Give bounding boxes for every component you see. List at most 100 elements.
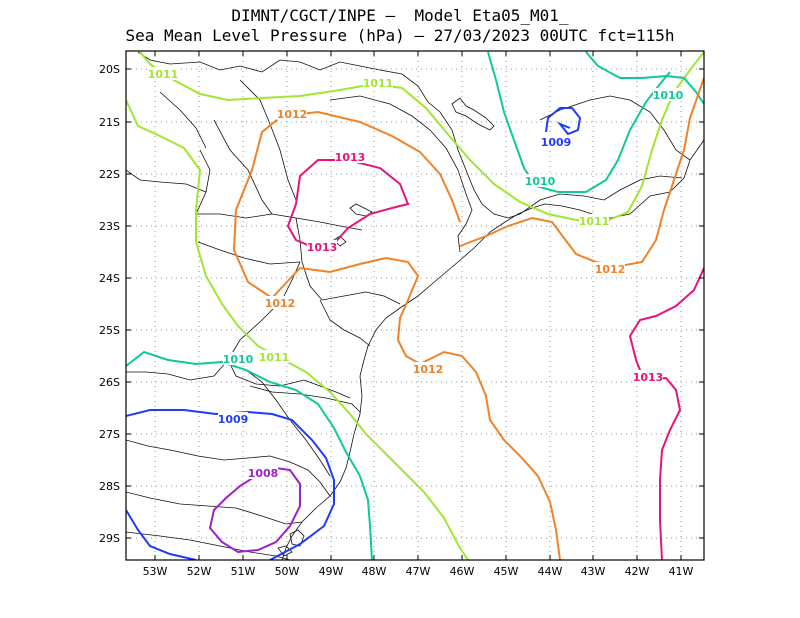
map-title-line-1: DIMNT/CGCT/INPE — Model Eta05_M01_: [231, 6, 569, 25]
contour-label-1010: 1010: [653, 89, 684, 102]
lon-tick-label: 47W: [406, 565, 431, 578]
isobar-1013: [628, 267, 704, 560]
contour-label-bg: [413, 362, 443, 375]
lon-tick-label: 44W: [538, 565, 563, 578]
latitude-labels: 20S 21S 22S 23S 24S 25S 26S 27S 28S 29S: [99, 63, 120, 545]
country-border: [245, 369, 331, 477]
country-border: [227, 359, 351, 399]
lon-tick-label: 41W: [669, 565, 694, 578]
longitude-labels: 53W 52W 51W 50W 49W 48W 47W 46W 45W 44W 43W 42W 41W: [143, 565, 694, 578]
contour-label-bg: [223, 352, 253, 365]
state-border: [239, 79, 297, 201]
contour-label-1008: 1008: [248, 467, 279, 480]
isobar-1012: [299, 256, 561, 560]
contour-label-bg: [218, 412, 248, 425]
state-border: [519, 175, 683, 215]
contour-label-bg: [259, 350, 289, 363]
lon-tick-label: 42W: [625, 565, 650, 578]
lat-tick-label: 20S: [99, 63, 120, 76]
contour-label-1011: 1011: [148, 68, 179, 81]
lake: [451, 97, 495, 131]
contour-labels: 1011 1011 1010 1012 1013 1009 1010 1011 1013 1012…: [148, 67, 684, 480]
country-border: [126, 491, 303, 525]
lon-tick-label: 53W: [143, 565, 168, 578]
contour-label-1011: 1011: [579, 215, 610, 228]
lat-tick-label: 24S: [99, 272, 120, 285]
isobar-1011: [139, 51, 704, 224]
lon-tick-label: 43W: [581, 565, 606, 578]
state-border: [319, 299, 371, 347]
contour-label-1010: 1010: [525, 175, 556, 188]
lat-tick-label: 26S: [99, 376, 120, 389]
isobar-1012: [232, 110, 461, 300]
contour-label-1009: 1009: [218, 413, 249, 426]
isobar-1010: [585, 51, 704, 105]
lat-tick-label: 21S: [99, 116, 120, 129]
contour-label-bg: [633, 370, 663, 383]
lake: [349, 203, 373, 217]
contour-label-1013: 1013: [633, 371, 664, 384]
contour-label-bg: [579, 214, 609, 227]
contour-label-1012: 1012: [413, 363, 444, 376]
isobar-1009: [545, 107, 582, 136]
contour-label-bg: [595, 262, 625, 275]
contour-label-bg: [277, 107, 307, 120]
state-border: [213, 119, 273, 215]
state-border: [539, 95, 691, 161]
lake: [333, 235, 347, 247]
map-title-line-2: Sea Mean Level Pressure (hPa) — 27/03/20…: [125, 26, 675, 45]
isobars: [126, 51, 704, 560]
lat-tick-label: 23S: [99, 220, 120, 233]
lat-tick-label: 29S: [99, 532, 120, 545]
state-border: [159, 91, 207, 149]
lon-tick-label: 50W: [275, 565, 300, 578]
isobar-1009: [126, 409, 335, 560]
state-border: [126, 439, 331, 497]
contour-label-bg: [148, 67, 178, 80]
contour-label-1011: 1011: [363, 77, 394, 90]
isobar-1009: [126, 509, 197, 560]
state-border: [197, 241, 301, 265]
isobar-1010: [487, 51, 671, 193]
lon-tick-label: 49W: [319, 565, 344, 578]
axis-ticks: [126, 51, 704, 560]
contour-label-1012: 1012: [277, 108, 308, 121]
state-border: [249, 385, 361, 413]
contour-label-1010: 1010: [223, 353, 254, 366]
state-border: [195, 149, 363, 231]
isobar-1010: [126, 350, 373, 560]
contour-label-bg: [307, 240, 337, 253]
lon-tick-label: 45W: [494, 565, 519, 578]
lon-tick-label: 51W: [231, 565, 256, 578]
state-border: [329, 95, 473, 253]
contour-label-1012: 1012: [265, 297, 296, 310]
contour-label-bg: [265, 296, 295, 309]
contour-label-1013: 1013: [307, 241, 338, 254]
isobar-1008: [208, 466, 301, 554]
isobar-1013: [286, 159, 410, 247]
state-border: [126, 169, 207, 193]
lat-tick-label: 27S: [99, 428, 120, 441]
state-border: [137, 51, 521, 219]
lon-tick-label: 48W: [362, 565, 387, 578]
lat-tick-label: 22S: [99, 168, 120, 181]
contour-label-1011: 1011: [259, 351, 290, 364]
plot-frame: [125, 50, 705, 561]
lat-tick-label: 28S: [99, 480, 120, 493]
contour-label-bg: [363, 76, 393, 89]
contour-label-1012: 1012: [595, 263, 626, 276]
contour-label-bg: [653, 88, 683, 101]
contour-label-bg: [248, 466, 278, 479]
coastline: [281, 139, 704, 560]
contour-label-bg: [541, 135, 571, 148]
state-border: [295, 217, 401, 305]
contour-label-1009: 1009: [541, 136, 572, 149]
contour-label-1013: 1013: [335, 151, 366, 164]
contour-label-bg: [335, 150, 365, 163]
lon-tick-label: 46W: [450, 565, 475, 578]
lat-tick-label: 25S: [99, 324, 120, 337]
contour-label-bg: [525, 174, 555, 187]
lon-tick-label: 52W: [187, 565, 212, 578]
lake: [289, 529, 305, 547]
